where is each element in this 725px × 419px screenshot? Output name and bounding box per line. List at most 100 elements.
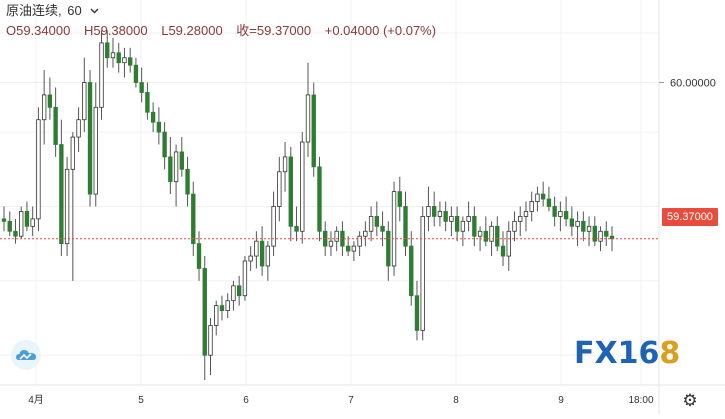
candle-body [64, 168, 70, 245]
candle-body [93, 106, 98, 195]
candle-body [30, 218, 35, 227]
candle-body [477, 230, 483, 237]
cloud-button[interactable] [11, 340, 41, 370]
candle-body [523, 211, 529, 217]
candle [219, 295, 225, 321]
candle-body [368, 215, 374, 232]
x-tick-label: 6 [243, 395, 249, 406]
candle-body [248, 255, 253, 262]
cloud-icon [16, 350, 36, 360]
candle [449, 206, 454, 237]
candle-body [116, 52, 121, 64]
candle-body [47, 94, 53, 108]
candle [363, 221, 368, 247]
candle [586, 216, 592, 247]
candle [202, 256, 207, 380]
logo-num: 16 [617, 336, 660, 371]
candle [156, 107, 162, 145]
candle [403, 191, 408, 257]
candle [454, 206, 460, 242]
candle [282, 142, 288, 192]
candle-body [139, 82, 144, 93]
candle-body [569, 218, 575, 227]
candle [569, 206, 575, 237]
candle [13, 218, 18, 244]
candle-body [305, 94, 311, 143]
candle [41, 70, 47, 145]
candle [24, 201, 30, 232]
candle-body [219, 305, 225, 311]
candle [59, 119, 64, 257]
candle [374, 201, 380, 237]
candle-body [162, 131, 167, 158]
candle-body [535, 193, 540, 202]
candle-body [363, 230, 368, 237]
candle [288, 146, 293, 242]
candle [483, 216, 488, 247]
candle-body [87, 82, 93, 195]
candle [150, 102, 156, 133]
candle [443, 201, 448, 232]
candle-body [145, 92, 150, 113]
candle [495, 216, 500, 252]
candle-body [466, 215, 471, 222]
candle-body [1, 218, 7, 222]
candle-body [236, 285, 242, 297]
candle-body [173, 151, 179, 183]
candle-body [454, 215, 460, 232]
candle [512, 211, 517, 242]
chevron-down-icon[interactable] [90, 3, 99, 21]
candle [305, 62, 311, 157]
candle [426, 186, 431, 232]
candle [70, 132, 76, 281]
candle [558, 201, 563, 232]
candle [535, 186, 540, 212]
candle-body [391, 191, 397, 267]
candle-body [472, 215, 477, 237]
candle [99, 30, 104, 120]
candle [173, 144, 179, 207]
candle [604, 221, 609, 247]
candle-body [294, 225, 299, 232]
candle [409, 231, 414, 306]
candle [30, 206, 35, 237]
symbol-label[interactable]: 原油连续, [6, 3, 62, 18]
candle [368, 206, 374, 242]
candle [397, 176, 402, 222]
y-tick-label: 60.00000 [670, 78, 716, 90]
candle [540, 181, 546, 207]
candle [248, 246, 253, 271]
candle [93, 82, 98, 207]
candle-body [328, 240, 334, 247]
candle-body [403, 206, 408, 247]
axis-labels: 4月 5 6 7 8 9 18:00 60.00000 [28, 78, 716, 406]
candle-body [288, 156, 293, 227]
candle [546, 186, 552, 212]
candle [19, 206, 24, 239]
candle-body [277, 171, 282, 207]
candle [185, 156, 190, 207]
candle-body [82, 82, 87, 121]
candle [87, 70, 93, 207]
candle [128, 47, 133, 73]
candle-body [133, 64, 139, 83]
candle [162, 122, 167, 170]
candle-body [122, 57, 127, 64]
candle-body [128, 57, 133, 66]
interval-label[interactable]: 60 [67, 3, 82, 18]
candle [552, 196, 557, 227]
candle-body [76, 119, 81, 138]
candle-body [598, 230, 603, 242]
gear-icon[interactable]: ⚙ [682, 391, 698, 410]
close-value: 收=59.37000 [236, 23, 312, 38]
candle [414, 280, 420, 341]
candle [259, 226, 265, 276]
candle [191, 181, 196, 257]
candle [523, 201, 529, 232]
candle [294, 206, 299, 242]
candle-body [443, 211, 448, 222]
candle-body [271, 206, 276, 247]
candle-body [70, 136, 76, 170]
candle-body [351, 245, 357, 252]
